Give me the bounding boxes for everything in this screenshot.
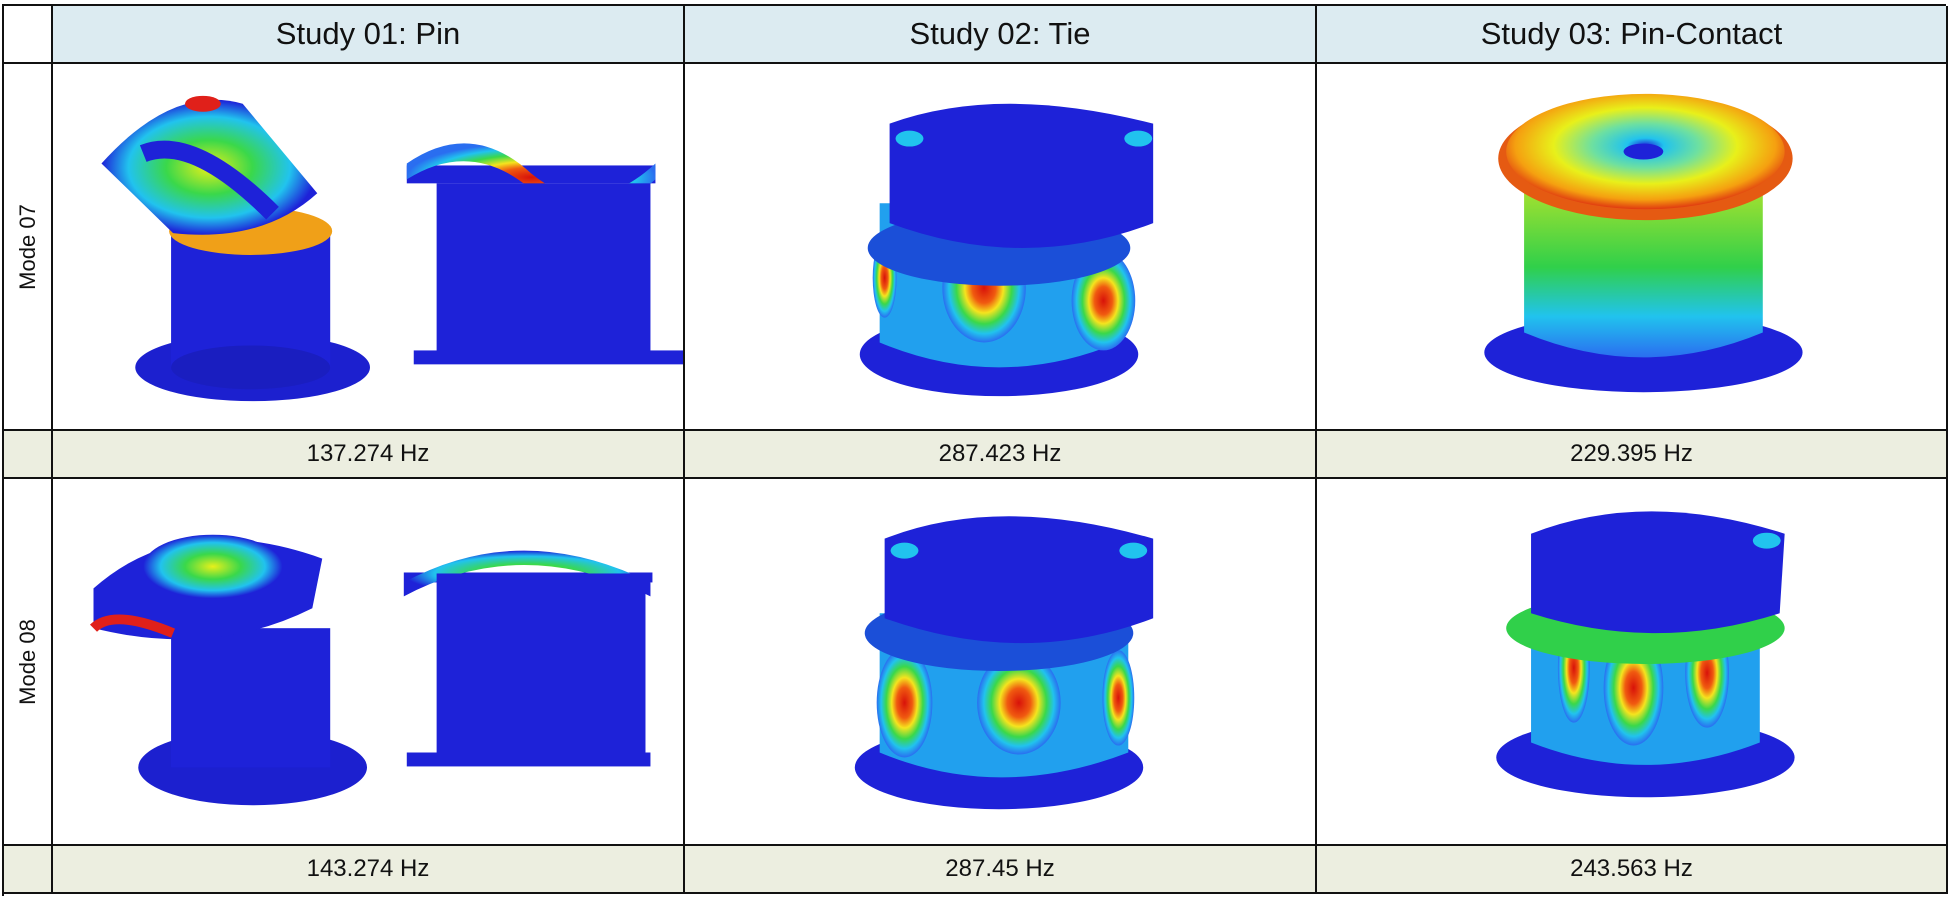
corner-cell [4,6,53,64]
pin-mode07-figure [101,95,683,402]
column-header-study-01: Study 01: Pin [53,6,685,64]
pin-contact-mode08-figure [1496,511,1795,798]
mode-shape-image-study-02-mode-08 [685,479,1317,846]
frequency-study-03-mode-07: 229.395 Hz [1317,431,1948,479]
mode-shape-image-study-03-mode-08 [1317,479,1948,846]
freq-row-mode-07-spacer [4,431,53,479]
frequency-study-02-mode-07: 287.423 Hz [685,431,1317,479]
mode-shape-image-study-01-mode-08 [53,479,685,846]
row-label-mode-08: Mode 08 [4,479,53,846]
frequency-study-01-mode-07: 137.274 Hz [53,431,685,479]
row-label-text: Mode 08 [14,618,40,705]
row-label-mode-07: Mode 07 [4,64,53,431]
frequency-study-03-mode-08: 243.563 Hz [1317,846,1948,894]
mode-shape-image-study-01-mode-07 [53,64,685,431]
frequency-study-01-mode-08: 143.274 Hz [53,846,685,894]
freq-row-mode-08-spacer [4,846,53,894]
column-header-study-02: Study 02: Tie [685,6,1317,64]
pin-mode08-figure [89,534,653,806]
results-table: Study 01: Pin Study 02: Tie Study 03: Pi… [2,4,1948,896]
frequency-study-02-mode-08: 287.45 Hz [685,846,1317,894]
pin-contact-mode07-figure [1484,93,1803,393]
row-label-text: Mode 07 [14,203,40,290]
column-header-study-03: Study 03: Pin-Contact [1317,6,1948,64]
mode-shape-image-study-03-mode-07 [1317,64,1948,431]
tie-mode07-figure [859,103,1154,397]
tie-mode08-figure [854,516,1154,810]
mode-shape-image-study-02-mode-07 [685,64,1317,431]
